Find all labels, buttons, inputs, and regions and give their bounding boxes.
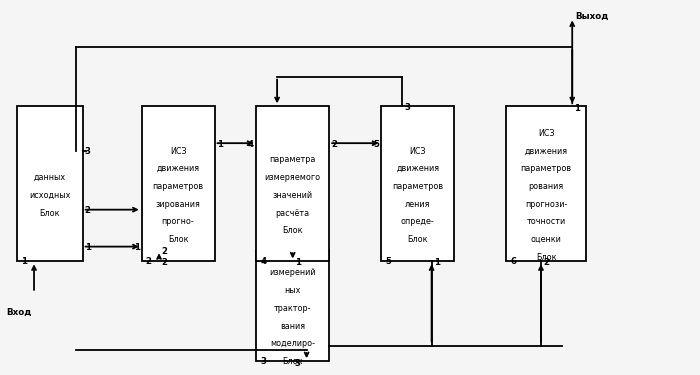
Text: 2: 2 bbox=[543, 258, 549, 267]
Text: Выход: Выход bbox=[575, 12, 609, 21]
Text: параметров: параметров bbox=[521, 164, 572, 173]
Text: Блок: Блок bbox=[283, 226, 303, 236]
Text: рования: рования bbox=[528, 182, 564, 191]
Text: 2: 2 bbox=[161, 258, 167, 267]
Text: параметров: параметров bbox=[153, 182, 204, 191]
Text: ления: ления bbox=[405, 200, 430, 209]
Bar bbox=[256, 106, 329, 261]
Text: Блок: Блок bbox=[283, 357, 303, 366]
Bar bbox=[506, 106, 586, 261]
Text: зирования: зирования bbox=[155, 200, 201, 209]
Text: вания: вания bbox=[280, 322, 305, 331]
Text: Блок: Блок bbox=[407, 235, 428, 244]
Text: движения: движения bbox=[396, 164, 440, 173]
Text: опреде-: опреде- bbox=[401, 217, 435, 226]
Text: 1: 1 bbox=[134, 243, 139, 252]
Text: значений: значений bbox=[272, 191, 313, 200]
Text: моделиро-: моделиро- bbox=[270, 339, 315, 348]
Text: 1: 1 bbox=[85, 243, 91, 252]
Text: 1: 1 bbox=[574, 104, 580, 113]
Text: движения: движения bbox=[524, 147, 568, 156]
Text: 6: 6 bbox=[510, 257, 517, 266]
Text: 3: 3 bbox=[404, 103, 410, 112]
Text: 2: 2 bbox=[161, 248, 167, 256]
Text: ИСЗ: ИСЗ bbox=[538, 129, 554, 138]
Text: ных: ных bbox=[284, 286, 301, 295]
Bar bbox=[17, 106, 83, 261]
Text: Блок: Блок bbox=[39, 209, 60, 218]
Text: 2: 2 bbox=[85, 206, 91, 215]
Text: измерений: измерений bbox=[270, 268, 316, 278]
Text: ИСЗ: ИСЗ bbox=[170, 147, 186, 156]
Text: 3: 3 bbox=[260, 357, 267, 366]
Bar bbox=[382, 106, 454, 261]
Text: прогнози-: прогнози- bbox=[525, 200, 568, 209]
Text: 2: 2 bbox=[331, 140, 337, 149]
Text: точности: точности bbox=[526, 217, 566, 226]
Text: 4: 4 bbox=[260, 257, 267, 266]
Text: измеряемого: измеряемого bbox=[265, 173, 321, 182]
Text: 1: 1 bbox=[21, 257, 27, 266]
Text: Блок: Блок bbox=[168, 235, 188, 244]
Text: Блок: Блок bbox=[536, 253, 557, 262]
Text: оценки: оценки bbox=[531, 235, 561, 244]
Text: 5: 5 bbox=[373, 140, 379, 149]
Text: прогно-: прогно- bbox=[162, 217, 195, 226]
Bar bbox=[256, 250, 329, 361]
Bar bbox=[141, 106, 215, 261]
Text: 1: 1 bbox=[295, 258, 301, 267]
Text: параметров: параметров bbox=[392, 182, 443, 191]
Text: трактор-: трактор- bbox=[274, 304, 312, 313]
Text: 1: 1 bbox=[434, 258, 440, 267]
Text: расчёта: расчёта bbox=[276, 209, 310, 218]
Text: 5: 5 bbox=[386, 257, 391, 266]
Text: параметра: параметра bbox=[270, 155, 316, 164]
Text: 3: 3 bbox=[84, 147, 90, 156]
Text: 3: 3 bbox=[294, 359, 300, 368]
Text: данных: данных bbox=[34, 173, 66, 182]
Text: движения: движения bbox=[157, 164, 200, 173]
Text: Вход: Вход bbox=[6, 308, 32, 316]
Text: 4: 4 bbox=[248, 140, 254, 149]
Text: исходных: исходных bbox=[29, 191, 70, 200]
Text: 2: 2 bbox=[146, 257, 152, 266]
Text: ИСЗ: ИСЗ bbox=[410, 147, 426, 156]
Text: 1: 1 bbox=[217, 140, 223, 149]
